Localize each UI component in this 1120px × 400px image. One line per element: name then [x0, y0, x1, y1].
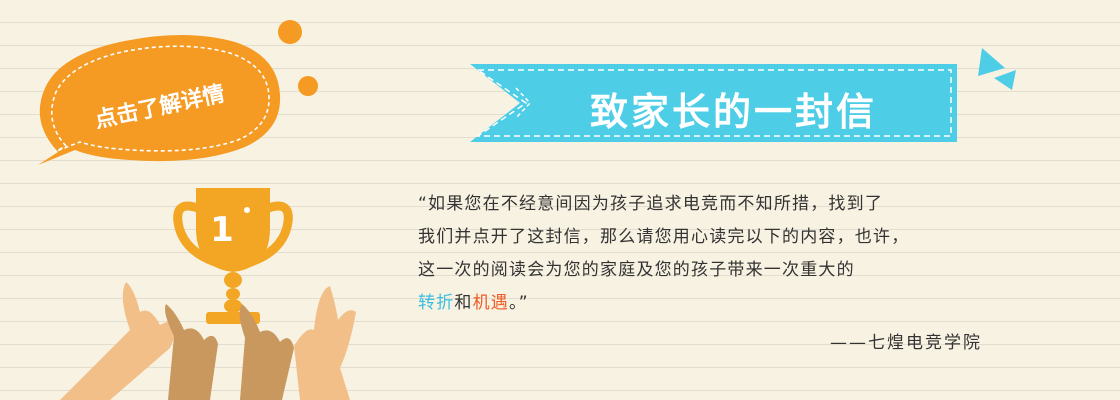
highlight-turning-point: 转折 — [418, 293, 455, 313]
blue-triangle-bottom — [994, 70, 1016, 90]
page-title: 致家长的一封信 — [589, 89, 877, 134]
letter-ending: 。” — [509, 293, 529, 313]
trophy-rank: 1 — [210, 210, 234, 250]
blue-triangle-top — [978, 48, 1005, 76]
letter-line-3: 这一次的阅读会为您的家庭及您的孩子带来一次重大的 — [418, 260, 855, 280]
speech-bubble[interactable] — [38, 35, 281, 165]
hands-illustration — [60, 282, 356, 400]
trophy-icon — [173, 188, 293, 324]
letter-line-4: 转折和机遇。” — [418, 287, 1058, 320]
orange-dot-large — [278, 20, 302, 44]
letter-line-1: “如果您在不经意间因为孩子追求电竞而不知所措，找到了 — [418, 188, 1058, 221]
signature: ——七煌电竞学院 — [830, 333, 982, 353]
highlight-opportunity: 机遇 — [472, 293, 510, 313]
open-quote: “ — [418, 194, 429, 214]
conjunction: 和 — [454, 293, 473, 313]
letter-line-2: 我们并点开了这封信，那么请您用心读完以下的内容，也许， — [418, 227, 910, 247]
letter-body: “如果您在不经意间因为孩子追求电竞而不知所措，找到了 我们并点开了这封信，那么请… — [418, 188, 1058, 320]
orange-dot-small — [298, 76, 318, 96]
ribbon-banner — [470, 64, 957, 142]
letter-line-1-text: 如果您在不经意间因为孩子追求电竞而不知所措，找到了 — [428, 194, 884, 214]
